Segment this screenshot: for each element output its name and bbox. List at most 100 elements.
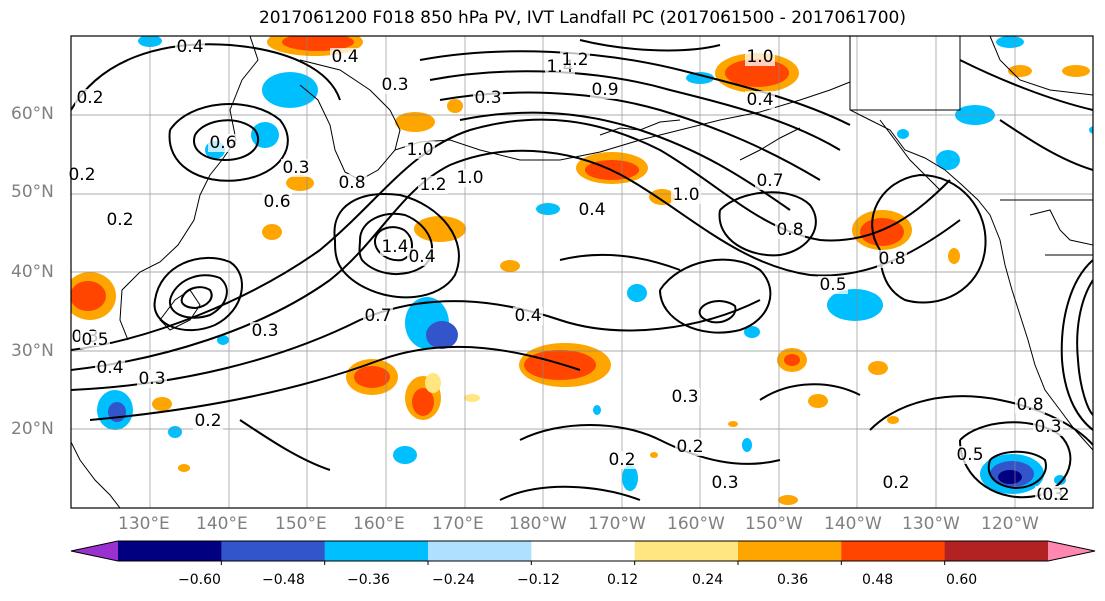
contour-label-bg — [175, 38, 205, 56]
contour-label: 0.5 — [956, 445, 983, 465]
lon-label: 150°W — [745, 514, 803, 534]
colorbar-tick: −0.12 — [517, 572, 560, 588]
colorbar — [70, 540, 1096, 565]
contour-label: 1.0 — [746, 47, 773, 67]
contour-label-bg — [262, 193, 292, 211]
colorbar-segment — [841, 541, 946, 561]
colorbar-tick: 0.36 — [777, 572, 809, 588]
contour-label-bg — [955, 446, 985, 464]
contour-label-bg — [671, 186, 701, 204]
contour-label-bg — [380, 76, 410, 94]
contour-label-bg — [818, 276, 848, 294]
pv-contours — [71, 39, 1093, 501]
lat-label: 60°N — [11, 104, 54, 124]
contour-label: 0.2 — [608, 450, 635, 470]
contour-label-bg — [877, 250, 907, 268]
contour-label-bg — [75, 89, 105, 107]
contour-label-bg — [745, 91, 775, 109]
contour-label: 0.8 — [338, 173, 365, 193]
contour-label: 0.7 — [756, 171, 783, 191]
contour-label-bg — [1015, 396, 1045, 414]
colorbar-segment — [738, 541, 842, 561]
contour-label-bg — [1033, 418, 1063, 436]
contour-label: 0.3 — [711, 473, 738, 493]
lon-label: 160°W — [667, 514, 725, 534]
contour-label-bg — [337, 174, 367, 192]
lat-label: 30°N — [11, 341, 54, 361]
contour-label-bg — [577, 201, 607, 219]
contour-label-bg — [208, 134, 238, 152]
contour-label-bg — [1041, 486, 1071, 504]
contour-label-bg — [473, 89, 503, 107]
contour-label-bg — [513, 307, 543, 325]
colorbar-extend-max — [1048, 541, 1095, 561]
contour-label: 1.0 — [406, 140, 433, 160]
lon-label: 130°E — [118, 514, 170, 534]
lon-label: 120°W — [981, 514, 1039, 534]
contour-label: 0.3 — [381, 75, 408, 95]
contour-label-bg — [560, 51, 590, 69]
contour-label: 0.8 — [776, 220, 803, 240]
lat-label: 40°N — [11, 262, 54, 282]
colorbar-tick: 0.24 — [692, 572, 724, 588]
colorbar-tick: 0.60 — [946, 572, 978, 588]
contour-label-bg — [670, 388, 700, 406]
contour-label-bg — [775, 221, 805, 239]
map-title: 2017061200 F018 850 hPa PV, IVT Landfall… — [258, 8, 906, 28]
contour-label: 1.2 — [561, 50, 588, 70]
colorbar-segment — [531, 541, 636, 561]
contour-label: 1.0 — [672, 185, 699, 205]
contour-label: 0.5 — [81, 330, 108, 350]
contour-label: 0.2 — [68, 165, 95, 185]
contour-label-bg — [881, 474, 911, 492]
contour-label: 0.3 — [282, 158, 309, 178]
contour-label-bg — [380, 238, 410, 256]
contour-label: 0.3 — [1034, 417, 1061, 437]
contour-label: 0.7 — [364, 306, 391, 326]
lon-label: 140°E — [196, 514, 248, 534]
contour-label-bg — [710, 474, 740, 492]
contour-label-bg — [675, 438, 705, 456]
lon-label: 160°E — [353, 514, 405, 534]
contour-label: 1.4 — [381, 237, 408, 257]
contour-label-bg — [607, 451, 637, 469]
contour-label: 1.0 — [456, 168, 483, 188]
contour-label: 0.5 — [819, 275, 846, 295]
colorbar-outline — [70, 540, 1096, 562]
contour-label-bg — [363, 307, 393, 325]
contour-label-bg — [95, 359, 125, 377]
contour-label: 0.2 — [106, 210, 133, 230]
contour-label: 0.3 — [138, 369, 165, 389]
contour-label-bg — [755, 172, 785, 190]
contour-label: 0.4 — [331, 47, 358, 67]
colorbar-segment — [944, 541, 1049, 561]
colorbar-extend-min — [71, 541, 118, 561]
contour-label: 0.3 — [474, 88, 501, 108]
colorbar-segment — [634, 541, 739, 561]
colorbar-segment — [428, 541, 532, 561]
colorbar-tick: 0.12 — [607, 572, 639, 588]
plot-frame — [70, 35, 1094, 509]
colorbar-tick: −0.24 — [432, 572, 475, 588]
contour-label: 0.4 — [408, 247, 435, 267]
contour-label-bg — [193, 412, 223, 430]
contour-label: 0.4 — [514, 306, 541, 326]
lon-label: 170°E — [432, 514, 484, 534]
contour-label: 0.8 — [1016, 395, 1043, 415]
contour-label-bg — [281, 159, 311, 177]
colorbar-tick: −0.48 — [262, 572, 305, 588]
contour-label-bg — [590, 81, 620, 99]
contour-labels: 0.4 0.40.30.30.20.60.30.21.01.20.80.61.40… — [67, 37, 1071, 505]
contour-label-bg — [418, 176, 448, 194]
lon-label: 170°W — [588, 514, 646, 534]
contour-label-bg — [137, 370, 167, 388]
contour-label-bg — [405, 141, 435, 159]
lat-label: 50°N — [11, 182, 54, 202]
contour-label: 0.4 — [176, 37, 203, 57]
colorbar-segment — [221, 541, 326, 561]
lat-label: 20°N — [11, 419, 54, 439]
contour-label: 0.2 — [194, 411, 221, 431]
lon-label: 180°W — [509, 514, 567, 534]
contour-label-bg — [250, 322, 280, 340]
